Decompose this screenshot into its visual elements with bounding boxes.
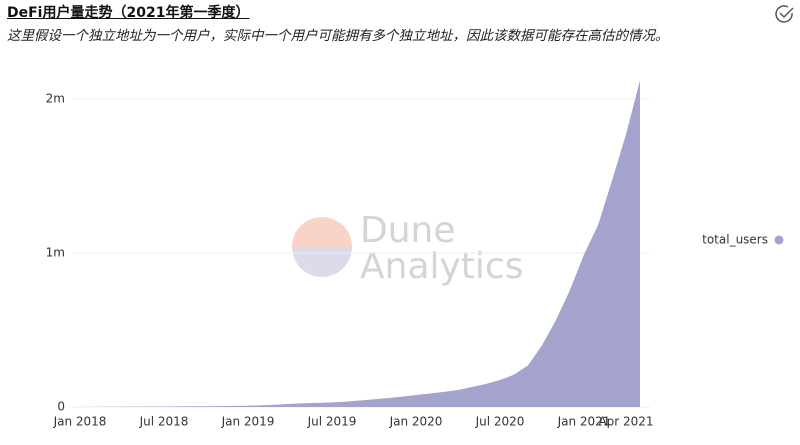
y-tick-label: 1m [46,246,65,260]
x-tick-label: Apr 2021 [598,415,653,429]
x-tick-label: Jan 2020 [389,415,443,429]
y-tick-label: 2m [46,92,65,106]
y-tick-label: 0 [57,400,65,414]
watermark: Dune [360,210,456,251]
watermark-logo [292,217,352,277]
check-icon[interactable] [775,5,794,23]
legend-marker [774,235,784,245]
x-tick-label: Jan 2021 [557,415,611,429]
legend-label: total_users [702,233,768,247]
chart-subtitle: 这里假设一个独立地址为一个用户，实际中一个用户可能拥有多个独立地址，因此该数据可… [7,28,669,44]
x-tick-label: Jul 2018 [139,415,189,429]
x-tick-label: Jan 2019 [221,415,275,429]
chart-title: DeFi用户量走势（2021年第一季度） [7,5,250,21]
watermark: Analytics [360,246,523,287]
area [80,80,640,408]
x-tick-label: Jul 2019 [307,415,357,429]
x-tick-label: Jul 2020 [475,415,525,429]
x-tick-label: Jan 2018 [53,415,107,429]
